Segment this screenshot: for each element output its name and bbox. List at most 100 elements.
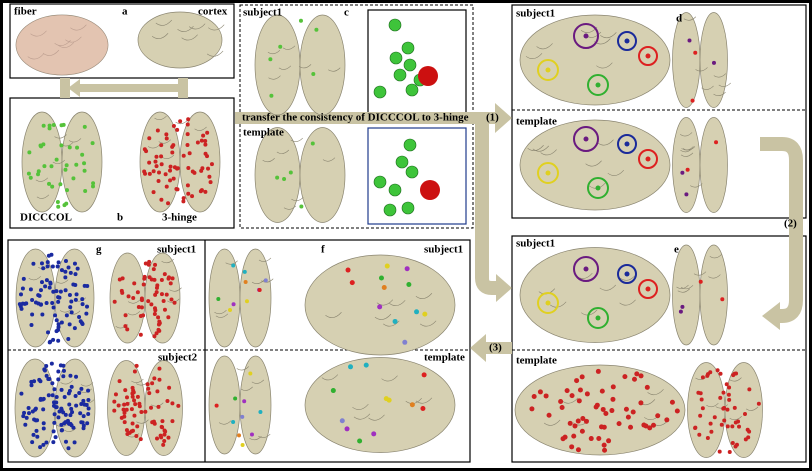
sulcus xyxy=(208,24,225,31)
marker-dot xyxy=(186,165,191,170)
panel-fg-box xyxy=(7,239,471,463)
sulcus xyxy=(745,406,759,411)
marker-dot xyxy=(195,140,200,145)
marker-dot xyxy=(40,397,45,402)
marker-dot xyxy=(278,44,283,49)
marker-dot xyxy=(21,414,26,419)
marker-dot xyxy=(402,339,408,345)
marker-dot xyxy=(46,253,51,258)
marker-dot xyxy=(74,374,79,379)
roi-circle xyxy=(638,279,658,299)
marker-dot xyxy=(163,172,168,177)
marker-dot xyxy=(125,327,130,332)
marker-dot xyxy=(159,143,164,148)
marker-dot xyxy=(737,424,742,429)
marker-dot xyxy=(51,337,56,342)
marker-dot xyxy=(242,269,247,274)
marker-dot xyxy=(77,315,82,320)
marker-dot xyxy=(147,171,152,176)
sulcus xyxy=(206,50,224,57)
marker-dot xyxy=(155,389,160,394)
sulcus xyxy=(261,278,274,283)
marker-dot xyxy=(631,376,637,382)
marker-dot xyxy=(146,299,151,304)
marker-dot xyxy=(584,391,590,397)
marker-dot xyxy=(384,263,390,269)
label: transfer the consistency of DICCCOL to 3… xyxy=(242,112,469,124)
marker-dot xyxy=(46,393,51,398)
label: cortex xyxy=(198,6,228,18)
marker-dot xyxy=(156,404,161,409)
marker-dot xyxy=(730,440,735,445)
marker-dot xyxy=(80,152,85,157)
marker-dot xyxy=(282,177,287,182)
marker-dot xyxy=(38,445,43,450)
marker-dot xyxy=(56,415,61,420)
marker-dot xyxy=(71,176,76,181)
marker-dot xyxy=(169,297,174,302)
sulcus xyxy=(325,312,342,318)
marker-dot xyxy=(58,289,63,294)
marker-dot xyxy=(363,362,369,368)
marker-dot xyxy=(720,297,725,302)
marker-dot xyxy=(18,292,23,297)
panel-letter: g xyxy=(96,244,102,256)
marker-dot xyxy=(86,411,91,416)
sulcus xyxy=(532,145,550,152)
marker-dot xyxy=(192,170,197,175)
sulcus xyxy=(536,43,553,50)
marker-dot xyxy=(216,297,221,302)
brain-hemisphere xyxy=(724,362,763,458)
brain-hemisphere xyxy=(208,355,241,455)
sulcus xyxy=(54,134,67,139)
marker-dot xyxy=(39,280,44,285)
roi-circle xyxy=(537,292,559,314)
marker-dot xyxy=(214,403,219,408)
marker-dot xyxy=(185,132,190,137)
sulcus xyxy=(79,388,92,393)
marker-dot xyxy=(166,201,171,206)
marker-dot xyxy=(697,432,702,437)
marker-dot xyxy=(41,426,46,431)
marker-dot xyxy=(80,302,85,307)
marker-dot xyxy=(299,204,304,209)
marker-dot xyxy=(149,302,154,307)
marker-dot xyxy=(349,280,355,286)
brain-side xyxy=(519,119,671,211)
marker-dot xyxy=(56,377,61,382)
sulcus xyxy=(681,146,694,151)
marker-dot xyxy=(66,446,71,451)
marker-dot xyxy=(187,151,192,156)
marker-dot xyxy=(57,409,62,414)
marker-dot xyxy=(68,413,73,418)
arrow-head xyxy=(495,103,512,133)
marker-dot xyxy=(730,424,735,429)
marker-dot xyxy=(137,401,142,406)
marker-dot xyxy=(156,322,161,327)
marker-dot xyxy=(698,413,703,418)
marker-dot xyxy=(181,153,186,158)
sulcus xyxy=(381,375,398,382)
marker-dot xyxy=(50,184,55,189)
marker-dot xyxy=(73,272,78,277)
marker-dot xyxy=(152,421,157,426)
marker-dot xyxy=(135,394,140,399)
brain-hemisphere xyxy=(144,252,181,344)
marker-dot xyxy=(77,390,82,395)
marker-dot xyxy=(85,283,90,288)
arrow xyxy=(178,78,188,98)
marker-dot xyxy=(123,313,128,318)
marker-dot xyxy=(74,292,79,297)
marker-dot xyxy=(67,145,72,150)
marker-dot xyxy=(24,415,29,420)
marker-dot xyxy=(134,433,139,438)
marker-dot xyxy=(130,394,135,399)
marker-dot xyxy=(693,425,698,430)
marker-dot xyxy=(64,439,69,444)
marker-dot xyxy=(56,338,61,343)
marker-dot xyxy=(181,199,186,204)
roi-dot xyxy=(624,271,630,277)
sulcus xyxy=(251,279,265,285)
marker-dot xyxy=(725,407,730,412)
marker-dot xyxy=(79,402,84,407)
